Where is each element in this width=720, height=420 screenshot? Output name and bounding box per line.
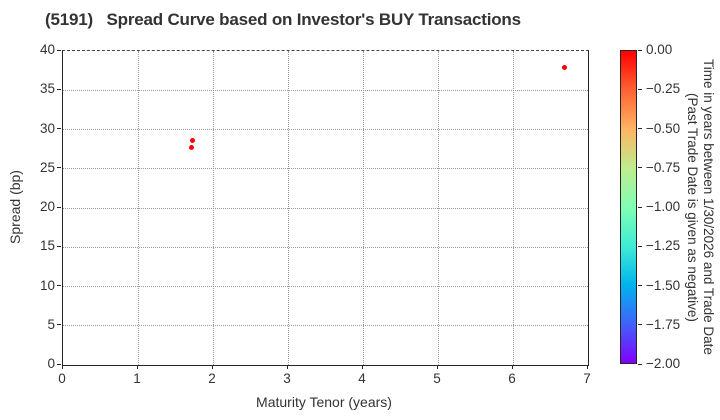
plot-area [62, 50, 589, 366]
y-tick-label: 40 [39, 42, 55, 57]
colorbar-tick [638, 363, 642, 365]
x-tick [586, 365, 588, 369]
y-tick-label: 0 [47, 356, 55, 371]
colorbar-tick-label: −1.50 [646, 277, 681, 293]
y-tick [57, 167, 61, 169]
x-tick [511, 365, 513, 369]
x-tick [211, 365, 213, 369]
data-point [189, 137, 195, 143]
x-tick-label: 3 [283, 371, 291, 386]
data-point [188, 145, 194, 151]
colorbar-tick-label: −0.50 [646, 120, 681, 136]
y-tick [57, 245, 61, 247]
colorbar-tick [638, 49, 642, 51]
x-axis-label: Maturity Tenor (years) [256, 394, 392, 410]
y-tick-label: 5 [47, 316, 55, 332]
y-tick [57, 128, 61, 129]
y-tick [57, 206, 61, 208]
y-gridline [63, 286, 588, 287]
colorbar-tick-label: −1.00 [646, 199, 681, 214]
y-tick-label: 15 [39, 238, 55, 254]
y-gridline [63, 207, 588, 209]
colorbar-tick [638, 324, 642, 326]
colorbar-tick [638, 206, 642, 208]
colorbar-tick-label: 0.00 [646, 42, 673, 57]
y-gridline [63, 246, 588, 248]
data-point [561, 64, 567, 70]
colorbar-tick [638, 128, 642, 129]
x-tick [136, 365, 138, 369]
x-tick-label: 0 [58, 371, 66, 386]
x-tick-label: 2 [208, 371, 216, 386]
x-tick-label: 7 [583, 371, 591, 386]
x-tick-label: 6 [508, 371, 516, 386]
colorbar-tick [638, 167, 642, 169]
y-tick-label: 30 [39, 120, 55, 136]
y-tick [57, 88, 61, 90]
x-tick [61, 365, 63, 369]
x-tick [286, 365, 288, 369]
y-tick [57, 285, 61, 286]
colorbar-label: Time in years between 1/30/2026 and Trad… [684, 50, 716, 364]
x-tick [436, 365, 438, 369]
chart-title: (5191) Spread Curve based on Investor's … [45, 10, 521, 29]
y-gridline [63, 89, 588, 91]
colorbar-tick [638, 88, 642, 90]
y-gridline [63, 129, 588, 130]
colorbar-tick-label: −1.25 [646, 238, 681, 254]
y-tick [57, 49, 61, 51]
y-tick-label: 25 [39, 159, 55, 175]
colorbar-gradient [620, 50, 637, 364]
y-tick-label: 35 [39, 81, 55, 97]
colorbar-tick-label: −0.75 [646, 159, 681, 175]
colorbar-tick [638, 285, 642, 286]
colorbar-tick-label: −0.25 [646, 81, 681, 97]
y-tick-label: 10 [39, 277, 55, 293]
y-tick [57, 324, 61, 326]
x-tick [361, 365, 363, 369]
colorbar-label-line1: Time in years between 1/30/2026 and Trad… [701, 59, 716, 355]
colorbar-label-line2: (Past Trade Date is given as negative) [685, 92, 700, 322]
colorbar-tick-label: −2.00 [646, 356, 681, 371]
x-tick-label: 1 [133, 371, 141, 386]
y-tick-label: 20 [39, 199, 55, 214]
x-tick-label: 5 [433, 371, 441, 386]
y-tick [57, 363, 61, 365]
colorbar-tick-label: −1.75 [646, 316, 681, 332]
colorbar-tick [638, 245, 642, 247]
x-tick-label: 4 [358, 371, 366, 386]
y-gridline [63, 168, 588, 170]
y-gridline [63, 325, 588, 327]
